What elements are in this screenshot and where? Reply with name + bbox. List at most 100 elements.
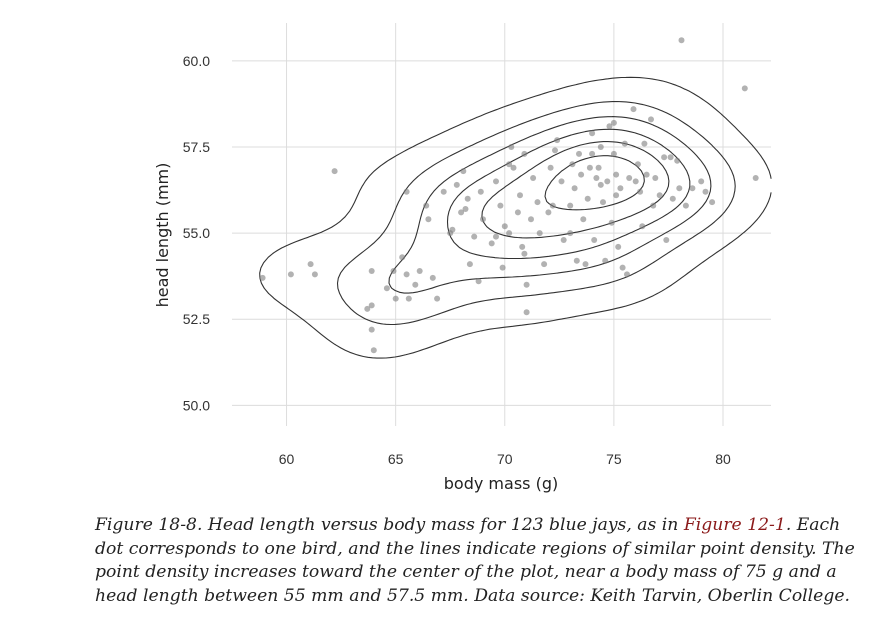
data-point (528, 216, 534, 223)
data-point (501, 223, 508, 230)
data-point (287, 271, 294, 278)
data-point (573, 257, 580, 264)
x-axis-ticks: 60 65 70 75 80 (279, 451, 731, 467)
density-contour-2 (336, 100, 736, 326)
data-point (460, 168, 467, 175)
data-point (702, 188, 709, 195)
data-point (549, 202, 556, 209)
data-point (626, 175, 633, 181)
data-point (399, 254, 406, 261)
figure-12-1-link[interactable]: Figure 12-1 (683, 515, 786, 535)
density-contour-4 (446, 128, 691, 260)
data-point (602, 257, 609, 264)
data-point (370, 347, 377, 354)
data-point (652, 175, 659, 181)
data-point (541, 261, 548, 268)
data-point (604, 178, 611, 185)
x-axis-title: body mass (g) (444, 474, 558, 493)
data-point (632, 178, 639, 185)
data-point (560, 237, 567, 243)
data-point (523, 309, 530, 316)
data-point (617, 185, 624, 192)
data-point (674, 157, 681, 164)
y-tick-label: 55.0 (183, 225, 210, 241)
data-point (589, 130, 596, 137)
data-point (621, 140, 628, 147)
data-point (530, 175, 537, 181)
data-point (669, 195, 676, 202)
y-axis-ticks: 50.0 52.5 55.0 57.5 60.0 (183, 53, 210, 413)
caption-text-end: . Each dot corresponds to one bird, and … (95, 515, 855, 606)
data-point (475, 278, 482, 285)
data-point (480, 216, 486, 223)
data-point (493, 178, 499, 185)
data-point (259, 274, 266, 281)
data-point (682, 202, 689, 209)
data-point (521, 150, 528, 157)
data-point (576, 150, 582, 157)
y-tick-label: 52.5 (183, 311, 210, 327)
data-point (368, 302, 375, 309)
data-point (331, 168, 338, 175)
data-point (499, 264, 506, 271)
data-point (663, 237, 670, 243)
x-tick-label: 80 (715, 451, 731, 467)
data-point (523, 281, 530, 288)
density-contour-3 (388, 116, 712, 294)
data-point (405, 295, 412, 302)
data-point (403, 271, 410, 278)
scatter-density-plot: 60 65 70 75 80 50.0 52.5 55.0 57.5 60.0 body mas… (153, 23, 772, 493)
data-point (412, 281, 419, 288)
data-point (462, 206, 469, 212)
data-point (698, 178, 705, 185)
data-point (648, 116, 654, 123)
data-point (571, 185, 578, 192)
data-point (667, 154, 674, 161)
data-point (580, 216, 587, 223)
density-contour-1 (259, 76, 772, 359)
data-point (641, 140, 648, 147)
data-point (390, 268, 397, 274)
data-point (630, 106, 637, 113)
data-point (595, 164, 602, 171)
data-point (578, 171, 585, 178)
data-point (558, 178, 565, 185)
data-point (608, 219, 615, 226)
data-point (521, 250, 528, 257)
data-point (508, 144, 515, 150)
x-tick-label: 75 (606, 451, 622, 467)
x-tick-label: 65 (388, 451, 404, 467)
data-point (600, 199, 606, 206)
data-point (567, 230, 574, 237)
data-point (392, 295, 399, 302)
data-point (634, 161, 641, 168)
data-point (307, 261, 314, 268)
data-point (582, 261, 589, 268)
data-point (368, 326, 375, 333)
data-point (752, 175, 759, 181)
y-tick-label: 57.5 (183, 139, 210, 155)
data-point (471, 233, 478, 240)
data-point (624, 271, 630, 278)
data-point (506, 161, 513, 168)
data-point (610, 119, 617, 126)
data-point (639, 223, 646, 230)
data-point (429, 274, 436, 281)
data-point (536, 230, 543, 237)
data-point (676, 185, 683, 192)
data-point (637, 188, 644, 195)
data-point (464, 195, 471, 202)
data-point (311, 271, 318, 278)
data-point (615, 243, 622, 250)
data-point (613, 192, 620, 199)
data-point (689, 185, 696, 192)
data-point (447, 230, 454, 237)
grid-lines (232, 23, 771, 426)
data-point (514, 209, 521, 216)
data-point (458, 209, 465, 216)
data-point (661, 154, 668, 161)
data-point (506, 230, 513, 237)
y-axis-title: head length (mm) (153, 163, 172, 308)
x-tick-label: 60 (279, 451, 295, 467)
data-points (259, 37, 759, 354)
